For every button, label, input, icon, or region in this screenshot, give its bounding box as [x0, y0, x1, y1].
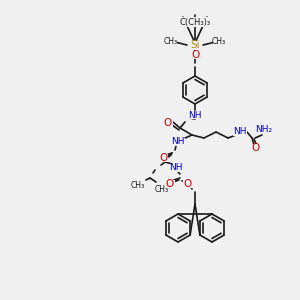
Bar: [183, 180, 193, 188]
Text: O: O: [159, 153, 167, 163]
Bar: [255, 125, 273, 133]
Text: O: O: [184, 179, 192, 189]
Text: NH: NH: [169, 164, 183, 172]
Text: NH: NH: [188, 110, 202, 119]
Bar: [251, 144, 261, 152]
Text: Si: Si: [190, 40, 200, 50]
Text: CH₃: CH₃: [164, 38, 178, 46]
Bar: [169, 164, 183, 172]
Bar: [171, 138, 185, 146]
Bar: [188, 111, 202, 119]
Text: O: O: [166, 179, 174, 189]
Bar: [133, 182, 143, 190]
Bar: [158, 154, 168, 162]
Bar: [190, 51, 200, 59]
Bar: [163, 119, 173, 127]
Bar: [213, 38, 225, 46]
Bar: [157, 185, 167, 193]
Text: CH₃: CH₃: [155, 184, 169, 194]
Text: O: O: [191, 50, 199, 60]
Bar: [233, 128, 247, 136]
Text: O: O: [164, 118, 172, 128]
Text: CH₃: CH₃: [131, 182, 145, 190]
Text: NH: NH: [233, 128, 247, 136]
Text: CH₃: CH₃: [212, 38, 226, 46]
Text: NH₂: NH₂: [255, 124, 273, 134]
Bar: [188, 40, 202, 50]
Bar: [165, 180, 175, 188]
Text: O: O: [252, 143, 260, 153]
Bar: [180, 17, 210, 27]
Bar: [165, 38, 177, 46]
Text: C(CH₃)₃: C(CH₃)₃: [179, 17, 211, 26]
Text: NH: NH: [171, 137, 185, 146]
